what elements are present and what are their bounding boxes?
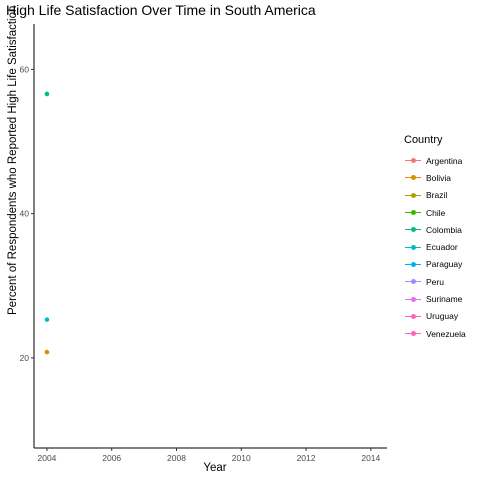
legend-item-uruguay: Uruguay [404,308,480,325]
legend-key-icon [404,156,422,166]
legend-item-peru: Peru [404,273,480,290]
legend-key-icon [404,329,422,339]
legend-label: Peru [426,276,444,287]
data-point-ecuador [44,317,50,322]
x-tick-label: 2008 [167,453,186,463]
legend-key-icon [404,208,422,218]
legend-key-icon [404,173,422,183]
data-points [44,91,50,355]
legend: Country Argentina Bolivia Brazil Chile Colom… [404,134,480,342]
x-tick-label: 2010 [232,453,251,463]
y-tick-label: 40 [20,209,30,219]
y-tick-label: 60 [20,64,30,74]
legend-key-icon [404,190,422,200]
legend-label: Bolivia [426,172,452,183]
x-tick-label: 2014 [361,453,380,463]
legend-item-suriname: Suriname [404,290,480,307]
legend-key-icon [404,225,422,235]
x-tick-label: 2006 [102,453,121,463]
legend-item-venezuela: Venezuela [404,325,480,342]
legend-key-icon [404,242,422,252]
legend-label: Suriname [426,294,463,305]
legend-key-icon [404,311,422,321]
legend-item-brazil: Brazil [404,187,480,204]
legend-item-ecuador: Ecuador [404,238,480,255]
x-tick-label: 2004 [37,453,56,463]
legend-key-icon [404,259,422,269]
legend-title: Country [404,134,443,146]
chart-title: High Life Satisfaction Over Time in Sout… [6,2,316,18]
data-point-bolivia [44,349,50,355]
data-point-colombia [44,91,50,97]
legend-item-paraguay: Paraguay [404,256,480,273]
legend-label: Chile [426,207,446,218]
legend-items: Argentina Bolivia Brazil Chile Colombia Ecuad… [404,152,480,342]
x-axis-label: Year [203,462,227,474]
legend-item-colombia: Colombia [404,221,480,238]
x-tick-label: 2012 [297,453,316,463]
legend-key-icon [404,277,422,287]
legend-item-bolivia: Bolivia [404,169,480,186]
y-tick-label: 20 [20,353,30,363]
legend-label: Brazil [426,190,448,201]
legend-label: Argentina [426,155,463,166]
legend-key-icon [404,294,422,304]
legend-label: Ecuador [426,242,458,253]
legend-label: Paraguay [426,259,463,270]
legend-item-argentina: Argentina [404,152,480,169]
legend-label: Venezuela [426,328,466,339]
legend-label: Colombia [426,224,462,235]
legend-label: Uruguay [426,311,459,322]
axes: 2004 2006 2008 2010 2012 2014 20 40 60 [20,24,387,463]
legend-item-chile: Chile [404,204,480,221]
